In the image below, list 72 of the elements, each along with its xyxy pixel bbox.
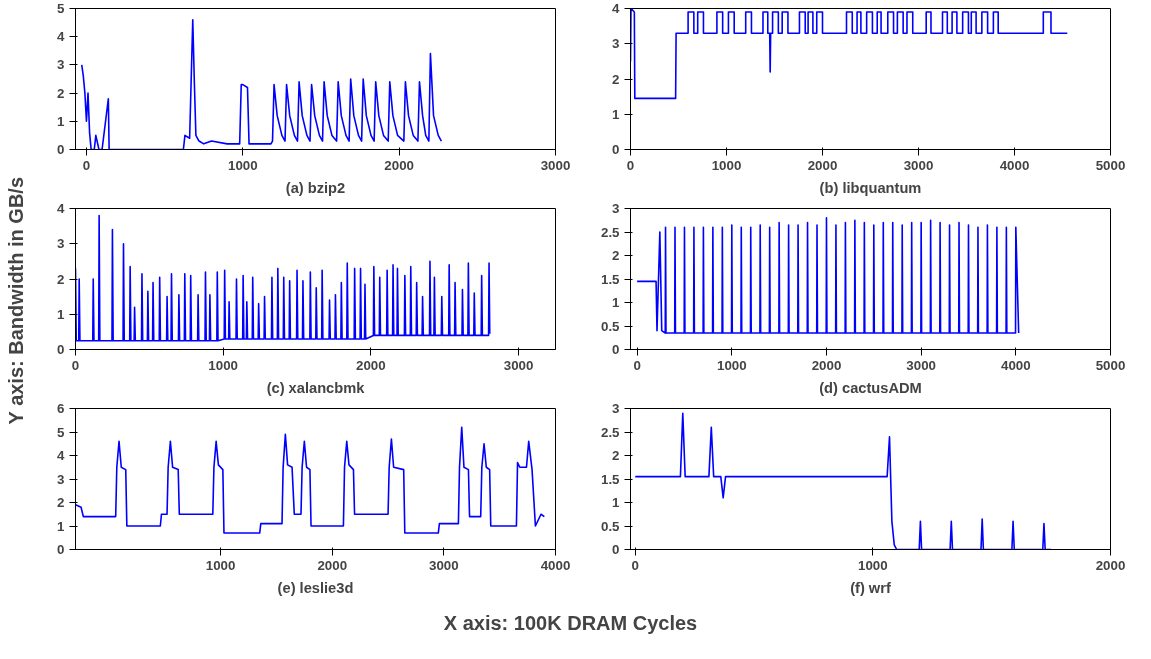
y-tick-label: 0	[57, 142, 65, 157]
y-tick-label: 0	[612, 142, 620, 157]
y-tick-label: 0	[57, 342, 65, 357]
text: (b) libquantum	[819, 179, 922, 196]
x-tick-label: 3000	[540, 157, 571, 173]
y-tick-label: 1	[57, 306, 66, 322]
y-tick-label: 3	[612, 401, 620, 416]
y-tick-label: 1	[57, 518, 66, 534]
y-tick-label: 2	[612, 71, 620, 87]
y-tick-label: 3	[612, 201, 620, 216]
y-tick-label: 4	[57, 29, 66, 45]
x-tick-label: 0	[626, 157, 635, 173]
x-tick-label: 0	[71, 357, 80, 373]
x-axis-title: X axis: 100K DRAM Cycles	[443, 612, 698, 634]
x-tick-label: 0	[633, 357, 641, 373]
y-axis-title: Y axis: Bandwidth in GB/s	[4, 176, 27, 425]
y-tick-label: 0	[612, 342, 620, 357]
y-tick-label: 1	[57, 113, 66, 129]
y-tick-label: 0.5	[600, 318, 621, 334]
y-tick-label: 2	[57, 271, 65, 287]
y-tick-label: 6	[57, 401, 65, 416]
y-tick-label: 5	[57, 1, 66, 16]
y-tick-label: 1	[612, 495, 621, 510]
x-tick-label: 5000	[1095, 157, 1126, 173]
y-tick-label: 2.5	[600, 424, 621, 440]
y-tick-label: 0	[57, 542, 65, 557]
x-tick-label: 5000	[1095, 357, 1126, 373]
y-tick-label: 4	[57, 448, 66, 463]
y-tick-label: 1.5	[600, 471, 621, 487]
x-tick-label: 1000	[858, 557, 888, 573]
x-tick-label: 4000	[999, 157, 1030, 173]
text: (e) leslie3d	[277, 579, 354, 596]
y-tick-label: 2	[612, 248, 620, 263]
text: (a) bzip2	[285, 179, 346, 196]
x-tick-label: 1000	[205, 557, 236, 573]
x-tick-label: 1000	[208, 357, 239, 373]
text: (c) xalancbmk	[266, 379, 366, 396]
y-tick-label: 2	[57, 495, 65, 510]
y-tick-label: 3	[57, 471, 65, 487]
x-tick-label: 1000	[227, 157, 258, 173]
x-tick-label: 4000	[540, 557, 571, 573]
x-tick-label: 0	[631, 557, 639, 573]
y-tick-label: 1	[612, 106, 621, 122]
text: (f) wrf	[850, 579, 891, 596]
x-tick-label: 2000	[384, 157, 414, 173]
y-tick-label: 3	[57, 57, 65, 73]
y-tick-label: 0	[612, 542, 620, 557]
y-tick-label: 1.5	[600, 271, 621, 287]
x-tick-label: 1000	[716, 357, 747, 373]
y-tick-label: 2	[57, 85, 65, 101]
y-tick-label: 3	[57, 236, 65, 252]
y-tick-label: 3	[612, 36, 620, 52]
x-tick-label: 4000	[1001, 357, 1031, 373]
x-tick-label: 1000	[711, 157, 742, 173]
y-tick-label: 4	[612, 1, 621, 16]
x-tick-label: 2000	[317, 557, 348, 573]
x-tick-label: 2000	[356, 357, 386, 373]
y-tick-label: 2.5	[600, 224, 621, 240]
y-tick-label: 5	[57, 424, 66, 440]
x-tick-label: 2000	[807, 157, 838, 173]
x-tick-label: 3000	[906, 357, 936, 373]
x-tick-label: 3000	[903, 157, 934, 173]
y-tick-label: 4	[57, 201, 66, 216]
text: (d) cactusADM	[819, 379, 922, 396]
y-tick-label: 0.5	[600, 518, 621, 534]
x-tick-label: 2000	[1095, 557, 1126, 573]
y-tick-label: 2	[612, 448, 620, 463]
x-tick-label: 3000	[503, 357, 534, 373]
y-tick-label: 1	[612, 295, 621, 310]
x-tick-label: 0	[82, 157, 91, 173]
x-tick-label: 3000	[429, 557, 459, 573]
x-tick-label: 2000	[811, 357, 842, 373]
